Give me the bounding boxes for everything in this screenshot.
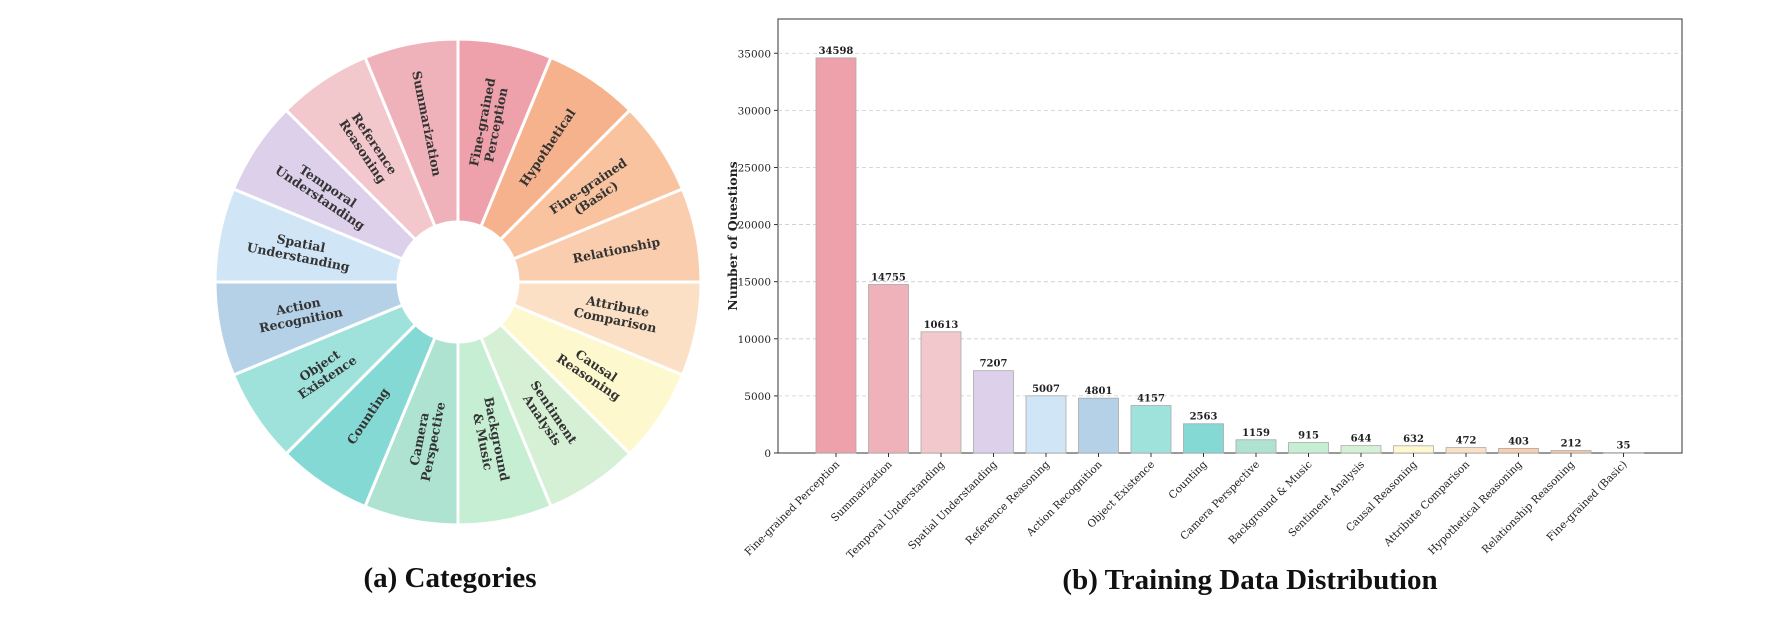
bar	[1078, 397, 1119, 454]
bar	[1183, 423, 1224, 454]
bar	[1550, 450, 1592, 454]
donut-chart: Summarization Fine-grainedPerception Hypot…	[213, 37, 703, 527]
x-tick-label: Spatial Understanding	[906, 458, 1000, 552]
bar-value-label: 7207	[980, 359, 1008, 370]
bar	[868, 284, 909, 454]
bar	[1025, 395, 1067, 454]
x-tick-label: Counting	[1167, 458, 1210, 501]
bar	[1235, 439, 1277, 454]
bar	[815, 57, 857, 454]
bar-chart: 0 5000 10000 15000 20000 25000 30000 35000 Numbe…	[725, 18, 1683, 561]
y-tick-label: 30000	[738, 105, 771, 117]
y-tick-label: 5000	[744, 391, 771, 403]
bar-value-label: 14755	[871, 272, 906, 283]
bar	[1393, 445, 1434, 454]
x-tick-label: Temporal Understanding	[844, 458, 947, 561]
x-tick-label: Attribute Comparison	[1381, 458, 1472, 549]
x-tick-label: Hypothetical Reasoning	[1426, 458, 1525, 557]
y-tick-label: 10000	[738, 334, 771, 346]
bar-value-label: 4801	[1085, 386, 1113, 397]
bar-value-label: 1159	[1242, 428, 1270, 439]
plot-area	[777, 18, 1683, 454]
bar-value-label: 403	[1508, 436, 1529, 447]
bar	[1445, 447, 1487, 454]
bar-value-label: 915	[1298, 431, 1319, 442]
bar-value-label: 212	[1561, 439, 1582, 450]
caption-categories: (a) Categories	[363, 562, 537, 594]
bar-value-label: 632	[1403, 434, 1424, 445]
bar	[1340, 445, 1382, 454]
x-tick-label: Relationship Reasoning	[1480, 458, 1578, 556]
bar-value-label: 4157	[1137, 394, 1165, 405]
caption-training-distribution: (b) Training Data Distribution	[1062, 564, 1438, 596]
bar-value-label: 34598	[819, 46, 854, 57]
bar	[1130, 405, 1172, 454]
y-tick-label: 20000	[738, 220, 771, 232]
bar	[973, 370, 1014, 454]
bar-value-label: 5007	[1032, 384, 1060, 395]
y-tick-label: 15000	[738, 277, 771, 289]
y-tick-label: 25000	[738, 162, 771, 174]
bar	[920, 331, 962, 454]
donut-segment	[284, 55, 437, 242]
y-axis-label: Number of Questions	[725, 161, 740, 310]
y-tick-label: 0	[764, 448, 771, 460]
x-tick-label: Fine-grained Perception	[743, 458, 843, 558]
bar-value-label: 10613	[924, 320, 959, 331]
y-tick-label: 35000	[738, 48, 771, 60]
bar-value-label: 2563	[1190, 412, 1218, 423]
bar	[1498, 447, 1539, 454]
bar	[1288, 442, 1329, 454]
bar-value-label: 644	[1351, 434, 1372, 445]
bar-value-label: 35	[1617, 441, 1631, 452]
bar-value-label: 472	[1456, 436, 1477, 447]
